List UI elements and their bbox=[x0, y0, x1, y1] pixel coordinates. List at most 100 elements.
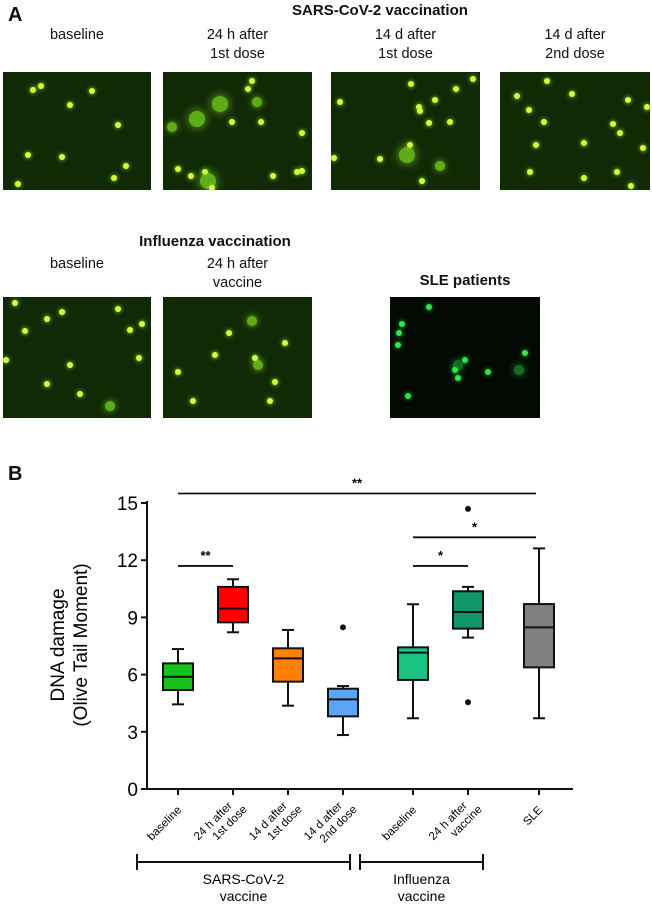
y-tick-label: 9 bbox=[127, 608, 138, 629]
cell-nucleus bbox=[44, 381, 51, 388]
micrograph-sars-24h bbox=[163, 72, 312, 190]
micrograph-flu-24h bbox=[163, 297, 312, 418]
box bbox=[452, 590, 484, 630]
cell-nucleus bbox=[469, 76, 476, 83]
group-label: Influenza bbox=[393, 871, 450, 887]
svg-text:(Olive Tail Moment): (Olive Tail Moment) bbox=[71, 563, 92, 726]
x-tick-label-line: SLE bbox=[521, 804, 545, 828]
cell-nucleus bbox=[201, 169, 208, 176]
cell-nucleus bbox=[415, 104, 422, 111]
cell-nucleus bbox=[11, 300, 18, 307]
cell-nucleus bbox=[267, 398, 274, 405]
cell-nucleus bbox=[298, 168, 305, 175]
cell-nucleus bbox=[76, 390, 83, 397]
cell-nucleus bbox=[209, 184, 216, 190]
group-label: vaccine bbox=[220, 888, 268, 904]
cell-nucleus bbox=[211, 95, 228, 112]
cell-nucleus bbox=[405, 393, 411, 400]
cell-nucleus bbox=[282, 339, 289, 346]
cell-nucleus bbox=[336, 98, 343, 105]
cell-nucleus bbox=[139, 320, 146, 327]
sle-title: SLE patients bbox=[419, 272, 511, 289]
cell-nucleus bbox=[244, 85, 251, 92]
cell-nucleus bbox=[396, 330, 402, 337]
cell-nucleus bbox=[38, 83, 45, 90]
cell-nucleus bbox=[29, 86, 36, 93]
cell-nucleus bbox=[298, 130, 305, 137]
cell-nucleus bbox=[533, 142, 539, 149]
cell-nucleus bbox=[331, 155, 337, 162]
cell-nucleus bbox=[212, 352, 219, 359]
cell-nucleus bbox=[189, 398, 196, 405]
cell-nucleus bbox=[454, 375, 461, 382]
cell-nucleus bbox=[228, 118, 235, 125]
y-axis-label: DNA damage (Olive Tail Moment) bbox=[48, 563, 92, 726]
cell-nucleus bbox=[252, 354, 259, 361]
x-tick-label-line: baseline bbox=[380, 804, 419, 843]
outlier-point bbox=[465, 505, 471, 512]
significance-label: * bbox=[472, 519, 478, 534]
cell-nucleus bbox=[484, 369, 491, 376]
group-label: SARS-CoV-2 bbox=[203, 871, 285, 887]
cell-nucleus bbox=[418, 177, 425, 184]
cell-nucleus bbox=[447, 118, 454, 125]
cell-nucleus bbox=[406, 142, 413, 149]
significance-label: ** bbox=[200, 548, 211, 563]
x-tick-label: baseline bbox=[380, 804, 419, 843]
cell-nucleus bbox=[514, 364, 524, 375]
flu-label-1: 24 h after vaccine bbox=[206, 256, 269, 291]
significance-label: ** bbox=[352, 475, 363, 490]
box bbox=[327, 687, 359, 718]
cell-nucleus bbox=[14, 181, 21, 188]
cell-nucleus bbox=[581, 139, 587, 146]
sars-label-3: 14 d after 2nd dose bbox=[544, 27, 606, 62]
cell-nucleus bbox=[609, 120, 616, 127]
box-plot: DNA damage (Olive Tail Moment) 0 3 6 9 12 15 b… bbox=[48, 475, 573, 904]
y-tick-label: 12 bbox=[117, 551, 138, 572]
cell-nucleus bbox=[527, 169, 533, 176]
cell-nucleus bbox=[627, 183, 634, 190]
cell-nucleus bbox=[251, 96, 262, 107]
micrograph-sars-14d-2nd bbox=[500, 72, 650, 190]
flu-label-0: baseline bbox=[49, 256, 104, 272]
sars-label-1: 24 h after 1st dose bbox=[206, 27, 269, 62]
cell-nucleus bbox=[122, 163, 129, 170]
cell-nucleus bbox=[426, 303, 432, 310]
sars-label-2: 14 d after 1st dose bbox=[374, 27, 437, 62]
cell-nucleus bbox=[249, 78, 256, 85]
cell-nucleus bbox=[25, 151, 32, 158]
cell-nucleus bbox=[258, 118, 265, 125]
cell-nucleus bbox=[59, 308, 66, 315]
y-tick-label: 0 bbox=[127, 780, 138, 801]
box bbox=[272, 647, 304, 683]
cell-nucleus bbox=[59, 153, 66, 160]
cell-nucleus bbox=[453, 85, 460, 92]
sars-label-0: baseline bbox=[49, 27, 104, 43]
group-label: vaccine bbox=[398, 888, 446, 904]
outlier-point bbox=[340, 624, 346, 631]
cell-nucleus bbox=[136, 354, 143, 361]
y-tick-label: 6 bbox=[127, 666, 138, 687]
cell-nucleus bbox=[66, 102, 73, 109]
cell-nucleus bbox=[614, 169, 620, 176]
panel-b-label: B bbox=[8, 463, 23, 485]
cell-nucleus bbox=[377, 156, 384, 163]
cell-nucleus bbox=[199, 172, 216, 189]
micrograph-sars-14d-1st bbox=[331, 72, 480, 190]
cell-nucleus bbox=[522, 349, 528, 356]
cell-nucleus bbox=[104, 400, 115, 411]
cell-nucleus bbox=[581, 175, 587, 182]
cell-nucleus bbox=[569, 91, 575, 98]
cell-nucleus bbox=[398, 146, 415, 163]
cell-nucleus bbox=[462, 356, 468, 363]
cell-nucleus bbox=[225, 330, 232, 337]
cell-nucleus bbox=[644, 104, 650, 111]
micrograph-flu-baseline bbox=[3, 297, 151, 418]
cell-nucleus bbox=[451, 366, 458, 373]
cell-nucleus bbox=[271, 378, 278, 385]
cell-nucleus bbox=[417, 107, 424, 114]
cell-nucleus bbox=[432, 97, 439, 104]
